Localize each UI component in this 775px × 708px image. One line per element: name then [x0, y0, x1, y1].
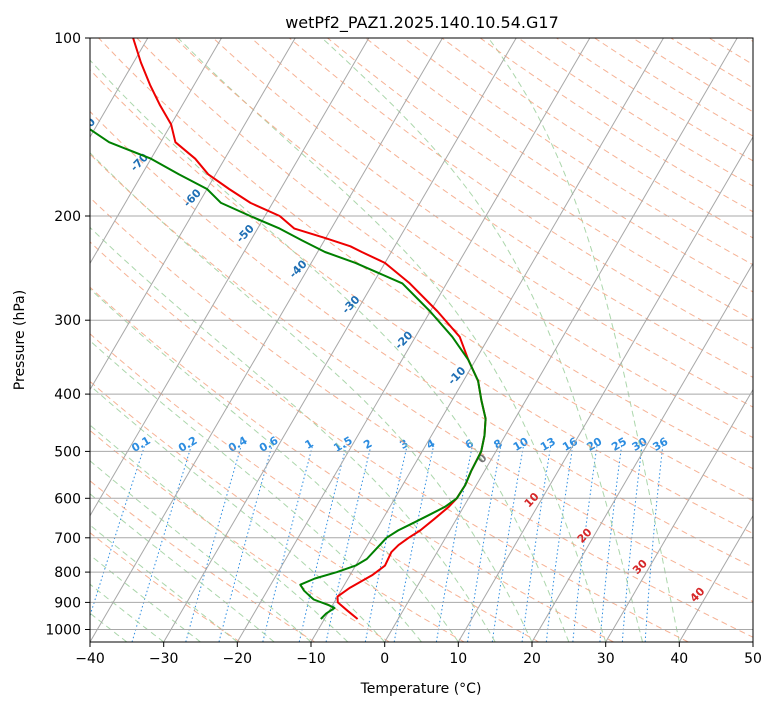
mixing-ratio-line [435, 446, 473, 642]
x-tick-label: −10 [296, 651, 326, 667]
dry-adiabat [174, 38, 753, 439]
mixing-ratio-line [262, 446, 313, 642]
dry-adiabat [90, 196, 753, 638]
isotherm-line [90, 38, 296, 391]
dry-adiabat [90, 110, 753, 568]
mixing-ratio-line [572, 446, 598, 642]
isotherm-line [678, 514, 753, 642]
y-axis-ticks: 100 200 300 400 500 600 700 800 900 1000 [45, 31, 90, 639]
isotherm-line [384, 38, 738, 642]
y-tick-label: 200 [54, 209, 81, 225]
y-tick-label: 100 [54, 31, 81, 47]
y-tick-label: 900 [54, 595, 81, 611]
mixing-ratio-line [491, 446, 524, 642]
moist-adiabat [90, 384, 386, 642]
mixing-ratio-line [545, 446, 574, 642]
y-tick-label: 700 [54, 531, 81, 547]
dry-adiabat [90, 380, 465, 642]
moist-adiabat [90, 424, 349, 642]
moist-adiabat [90, 340, 422, 642]
y-tick-label: 600 [54, 491, 81, 507]
dry-adiabat [90, 153, 753, 603]
isotherm-line [236, 38, 591, 642]
x-tick-label: −40 [75, 651, 105, 667]
moist-adiabat [487, 38, 680, 642]
moist-adiabat [90, 524, 238, 642]
dry-adiabat [212, 38, 753, 408]
isotherm-line [310, 38, 664, 642]
x-axis-label: Temperature (°C) [360, 681, 482, 697]
moist-adiabat [90, 226, 496, 642]
y-tick-label: 400 [54, 387, 81, 403]
isotherm-line [605, 388, 753, 642]
x-tick-label: 40 [670, 651, 688, 667]
isobar-gridlines [90, 38, 753, 630]
x-tick-label: 10 [449, 651, 467, 667]
isotherm-line [90, 38, 222, 265]
moist-adiabats [90, 38, 680, 642]
x-axis-ticks: −40 −30 −20 −10 0 10 20 30 40 50 [75, 642, 762, 667]
mixing-ratio-line [467, 446, 502, 642]
chart-title: wetPf2_PAZ1.2025.140.10.54.G17 [285, 13, 559, 33]
mixing-ratio-line [325, 446, 372, 642]
isotherm-gridlines [90, 38, 753, 642]
isotherm-line [531, 262, 753, 642]
isotherm-line [90, 38, 443, 642]
plot-background [90, 38, 753, 642]
mixing-ratio-line [298, 446, 347, 642]
mixing-ratio-line [521, 446, 552, 642]
dry-adiabat [90, 241, 689, 642]
moist-adiabat [90, 59, 570, 642]
x-tick-label: 20 [523, 651, 541, 667]
x-tick-label: 0 [380, 651, 389, 667]
moist-adiabat [90, 152, 533, 642]
mixing-ratio-line [364, 446, 408, 642]
x-tick-label: 50 [744, 651, 762, 667]
isotherm-line [90, 38, 370, 517]
moist-adiabat [90, 460, 312, 642]
x-tick-label: 30 [597, 651, 615, 667]
mixing-ratio-line [131, 446, 192, 642]
isotherm-line [457, 136, 753, 642]
data-series [90, 38, 487, 620]
isotherm-label: -80 [75, 115, 98, 139]
y-axis-label: Pressure (hPa) [12, 290, 28, 390]
mixing-ratio-line [218, 446, 273, 642]
dry-adiabat [136, 38, 753, 470]
dry-adiabat [365, 38, 753, 293]
y-tick-label: 1000 [45, 623, 81, 639]
moist-adiabat [90, 288, 459, 642]
y-tick-label: 800 [54, 565, 81, 581]
isotherm-line [163, 38, 517, 642]
dewpoint-profile-line [90, 128, 487, 620]
x-tick-label: −20 [223, 651, 253, 667]
y-tick-label: 300 [54, 313, 81, 329]
dry-adiabat [90, 333, 540, 642]
moist-adiabat [321, 38, 643, 642]
x-tick-label: −30 [149, 651, 179, 667]
dry-adiabat [90, 532, 241, 642]
y-tick-label: 500 [54, 444, 81, 460]
dry-adiabats [90, 38, 753, 642]
mixing-ratio-line [621, 446, 643, 642]
moist-adiabat [177, 38, 607, 642]
moist-adiabat [90, 554, 201, 642]
moist-adiabat [90, 493, 275, 642]
plot-frame [89, 37, 754, 643]
dry-adiabat [327, 38, 753, 321]
